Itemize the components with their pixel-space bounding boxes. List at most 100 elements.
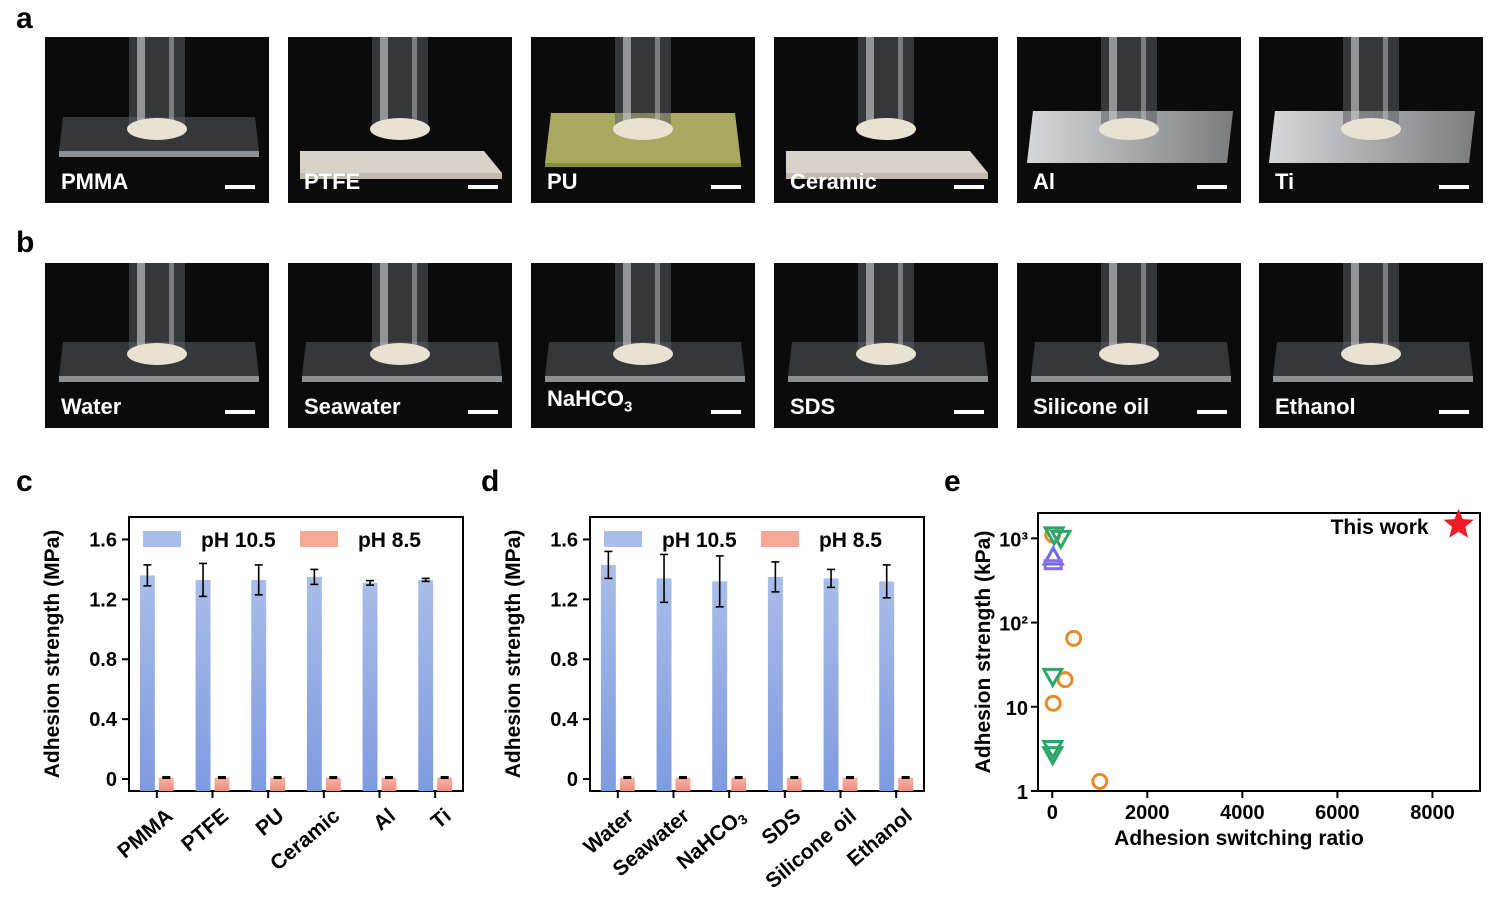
y-tick-label: 1.2 bbox=[89, 589, 117, 611]
bar bbox=[195, 579, 211, 791]
x-tick-label-text: Ti bbox=[427, 804, 456, 833]
photo-nahco3: NaHCO3 bbox=[531, 263, 755, 428]
y-axis-label-text: Adhesion strength (MPa) bbox=[502, 530, 525, 779]
photo-label: Seawater bbox=[304, 394, 401, 419]
bar bbox=[767, 576, 783, 791]
bar bbox=[879, 581, 895, 791]
photo-seawater: Seawater bbox=[288, 263, 512, 428]
y-tick-label: 10 bbox=[1006, 698, 1028, 720]
photo-ti: Ti bbox=[1259, 37, 1483, 203]
photo-ceramic: Ceramic bbox=[774, 37, 998, 203]
photo-label: Ti bbox=[1275, 169, 1295, 194]
photo-ethanol: Ethanol bbox=[1259, 263, 1483, 428]
data-point bbox=[1041, 667, 1065, 689]
x-tick-label: 6000 bbox=[1315, 802, 1360, 824]
annotation: This work bbox=[1331, 516, 1429, 539]
bar bbox=[656, 578, 672, 791]
legend-swatch bbox=[604, 531, 642, 547]
photo-label: Ceramic bbox=[790, 169, 877, 194]
photo-pu: PU bbox=[531, 37, 755, 203]
bar bbox=[437, 777, 453, 791]
bar bbox=[898, 777, 914, 791]
x-tick-label: SDS bbox=[757, 804, 805, 849]
bar bbox=[270, 777, 286, 791]
bar bbox=[842, 777, 858, 791]
photo-label: Water bbox=[61, 394, 122, 419]
scale-bar bbox=[225, 410, 255, 414]
bar bbox=[418, 579, 434, 791]
data-point bbox=[1049, 529, 1073, 551]
photo-label: Ethanol bbox=[1275, 394, 1356, 419]
legend-swatch bbox=[143, 531, 181, 547]
panel-letter-e: e bbox=[944, 465, 961, 498]
scale-bar bbox=[1439, 185, 1469, 189]
y-axis-label-text: Adhesion strength (MPa) bbox=[41, 530, 64, 779]
scale-bar bbox=[468, 185, 498, 189]
y-tick-label: 0 bbox=[106, 769, 117, 791]
x-axis-label: Adhesion switching ratio bbox=[1114, 827, 1364, 850]
plot-frame bbox=[589, 516, 925, 792]
data-point bbox=[1044, 694, 1062, 712]
x-tick-label: Ti bbox=[427, 804, 456, 833]
x-tick-label-text: PU bbox=[251, 804, 288, 840]
photo-label: SDS bbox=[790, 394, 836, 419]
y-tick-label: 1.6 bbox=[550, 529, 578, 551]
photo-al: Al bbox=[1017, 37, 1241, 203]
x-tick-label: 4000 bbox=[1220, 802, 1265, 824]
bar bbox=[712, 581, 728, 791]
panel-letter-a: a bbox=[16, 2, 33, 35]
photo-label: Silicone oil bbox=[1033, 394, 1150, 419]
bar bbox=[158, 777, 174, 791]
x-tick-label-text: SDS bbox=[757, 804, 805, 849]
legend-label: pH 8.5 bbox=[819, 529, 882, 552]
bar bbox=[600, 564, 616, 791]
data-point bbox=[1041, 746, 1065, 767]
y-axis-label-text: Adhesion strength (kPa) bbox=[972, 531, 995, 774]
y-tick-label: 10² bbox=[999, 614, 1028, 636]
data-point bbox=[1091, 772, 1109, 790]
scale-bar bbox=[1197, 185, 1227, 189]
scale-bar bbox=[1197, 410, 1227, 414]
x-tick-label: 8000 bbox=[1410, 802, 1455, 824]
bar bbox=[214, 777, 230, 791]
subscript: 3 bbox=[735, 811, 751, 828]
panel-letter-c: c bbox=[16, 465, 33, 498]
photo-label: PU bbox=[547, 169, 578, 194]
scale-bar bbox=[468, 410, 498, 414]
bar bbox=[306, 576, 322, 791]
bar bbox=[139, 575, 155, 791]
y-tick-label: 1.6 bbox=[89, 529, 117, 551]
x-tick-label: PTFE bbox=[177, 804, 233, 856]
scale-bar bbox=[225, 185, 255, 189]
bar bbox=[325, 777, 341, 791]
scale-bar bbox=[954, 410, 984, 414]
panel-letter-b: b bbox=[16, 226, 35, 259]
y-tick-label: 0 bbox=[567, 769, 578, 791]
scale-bar bbox=[711, 410, 741, 414]
y-axis-label: Adhesion strength (MPa) bbox=[41, 530, 64, 779]
plot-frame bbox=[128, 516, 464, 792]
bar bbox=[381, 777, 397, 791]
bar bbox=[251, 579, 267, 791]
data-point bbox=[1041, 739, 1065, 761]
y-tick-label: 0.4 bbox=[89, 709, 118, 731]
data-point bbox=[1041, 544, 1065, 566]
photo-label: PTFE bbox=[304, 169, 361, 194]
y-tick-label: 1.2 bbox=[550, 589, 578, 611]
bar bbox=[786, 777, 802, 791]
data-point bbox=[1043, 559, 1063, 571]
photo-pmma: PMMA bbox=[45, 37, 269, 203]
x-tick-label: Al bbox=[369, 804, 400, 835]
y-axis-label: Adhesion strength (MPa) bbox=[502, 530, 525, 779]
photo-silicone-oil: Silicone oil bbox=[1017, 263, 1241, 428]
data-point bbox=[1065, 629, 1083, 647]
panel-letter-d: d bbox=[481, 465, 500, 498]
scale-bar bbox=[711, 185, 741, 189]
x-tick-label-text: PTFE bbox=[177, 804, 233, 856]
photo-ptfe: PTFE bbox=[288, 37, 512, 203]
photo-water: Water bbox=[45, 263, 269, 428]
legend-label: pH 10.5 bbox=[662, 529, 737, 552]
x-tick-label-text: Al bbox=[369, 804, 400, 835]
legend-swatch bbox=[760, 531, 799, 547]
